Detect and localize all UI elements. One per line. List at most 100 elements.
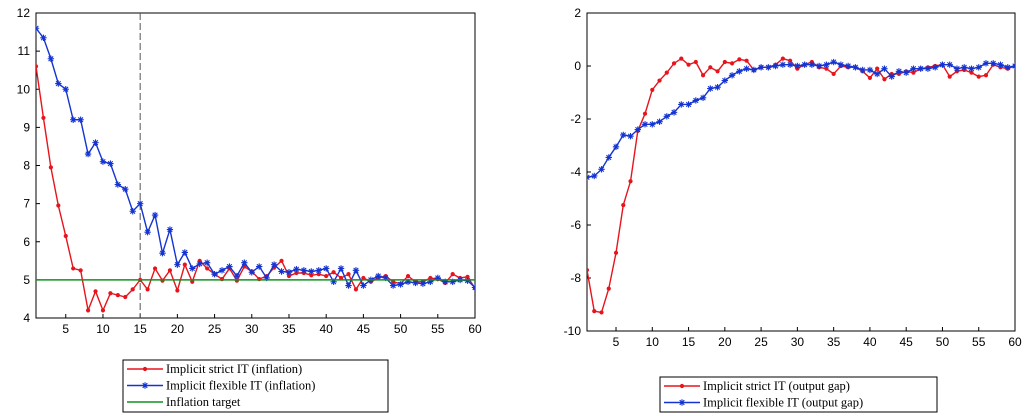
series-2-point <box>982 60 990 67</box>
series-2-point <box>315 267 322 274</box>
series-1-point <box>286 273 292 279</box>
legend-label: Implicit strict IT (inflation) <box>166 362 302 376</box>
series-1-point <box>63 233 68 239</box>
series-1-point <box>71 266 76 271</box>
series-2-point <box>99 158 107 165</box>
series-1-point <box>175 288 180 293</box>
series-1-point <box>969 70 974 75</box>
series-2-point <box>382 274 389 282</box>
series-2-point <box>256 263 263 270</box>
series-1-point <box>824 66 829 71</box>
series-2-point <box>278 268 285 275</box>
x-tick-label: 10 <box>646 335 660 349</box>
series-2-point <box>55 80 62 87</box>
series-1-point <box>867 75 873 81</box>
series-1-point <box>338 275 344 281</box>
series-2-point <box>815 62 823 70</box>
series-2-point <box>174 261 181 268</box>
series-1-point <box>190 279 195 284</box>
series-2-point <box>330 278 337 285</box>
y-tick-label: -8 <box>570 271 581 285</box>
series-1-point <box>353 287 359 292</box>
series-2-point <box>352 267 360 274</box>
series-2-point <box>917 65 924 72</box>
series-1-point <box>324 273 329 279</box>
series-2-point <box>434 274 441 282</box>
series-1-point <box>108 291 113 296</box>
x-tick-label: 50 <box>936 335 950 349</box>
series-2-point <box>649 121 656 128</box>
series-2-point <box>736 68 743 75</box>
series-2-point <box>129 208 136 215</box>
legend-swatch-marker <box>142 366 148 372</box>
series-2-point <box>779 61 787 68</box>
series-2-point <box>40 34 47 41</box>
x-tick-label: 60 <box>1008 335 1022 349</box>
y-tick-label: 9 <box>23 120 30 134</box>
series-1-point <box>450 272 455 277</box>
y-tick-label: 11 <box>18 44 31 58</box>
series-2-point <box>656 118 663 125</box>
series-2-point <box>990 60 997 67</box>
series-2-point <box>166 226 174 233</box>
x-tick-label: 50 <box>394 322 408 336</box>
series-1-point <box>331 270 336 275</box>
series-2-point <box>412 279 419 287</box>
series-1-point <box>737 57 742 62</box>
series-1-point <box>592 309 597 314</box>
x-tick-label: 25 <box>208 322 222 336</box>
x-tick-label: 40 <box>320 322 334 336</box>
series-2-point <box>218 267 226 274</box>
series-1-point <box>41 115 46 120</box>
series-2-point <box>620 131 627 139</box>
series-2-point <box>975 64 982 71</box>
x-tick-label: 35 <box>827 335 841 349</box>
series-2-point <box>873 70 881 78</box>
series-2-point <box>122 185 129 193</box>
legend-label: Inflation target <box>166 395 241 409</box>
series-2-point <box>910 65 917 72</box>
series-2-point <box>404 278 412 285</box>
series-1-point <box>346 272 351 277</box>
x-tick-label: 35 <box>282 322 296 336</box>
legend: Implicit strict IT (inflation) Implicit f… <box>122 359 389 413</box>
series-2-point <box>844 62 852 70</box>
series-1-point <box>48 165 53 170</box>
legend-label: Implicit flexible IT (inflation) <box>166 379 315 393</box>
series-1-point <box>182 262 187 267</box>
legend-swatch-marker <box>141 382 149 389</box>
series-2-point <box>226 263 233 270</box>
x-tick-label: 55 <box>431 322 445 336</box>
series-1-point <box>160 278 165 283</box>
series-1-point <box>882 77 887 82</box>
series-1-point <box>78 268 83 273</box>
legend-swatch-marker <box>679 383 685 389</box>
series-2-point <box>801 61 808 68</box>
series-2-point <box>678 101 685 108</box>
series-1-point <box>976 74 981 79</box>
series-1-point <box>100 308 106 313</box>
plot-frame <box>586 12 1016 332</box>
y-tick-label: -10 <box>564 324 582 338</box>
series-group <box>587 56 1015 315</box>
y-tick-label: 5 <box>23 273 30 287</box>
series-1-point <box>316 272 321 277</box>
series-1-point <box>947 74 952 79</box>
series-2-point <box>902 69 910 76</box>
series-1-point <box>145 287 150 292</box>
series-1-point <box>642 111 648 116</box>
series-2-point <box>337 265 345 272</box>
series-2-point <box>627 133 634 140</box>
series-1-point <box>205 266 210 271</box>
series-2-point <box>823 61 830 68</box>
series-1-point <box>587 267 590 273</box>
series-1-point <box>788 58 793 63</box>
series-1-point <box>309 273 314 278</box>
series-2-point <box>449 278 456 285</box>
series-1-point <box>621 203 626 208</box>
series-2-point <box>605 154 612 161</box>
series-2-point <box>772 62 779 70</box>
series-2-point <box>211 270 218 278</box>
series-2-point <box>375 272 382 280</box>
series-2-point <box>159 249 166 257</box>
